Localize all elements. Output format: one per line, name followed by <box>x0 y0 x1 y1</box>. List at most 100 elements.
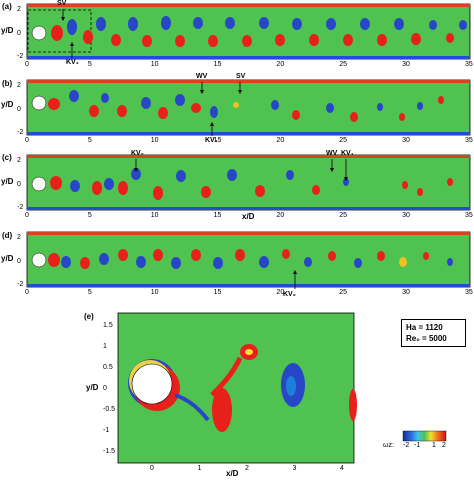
strip-xtick: 5 <box>87 61 92 68</box>
annot-b-wv: WV <box>196 73 208 80</box>
strip-xtick: 15 <box>213 61 222 68</box>
vortB-vortex <box>210 106 218 118</box>
param-ha: Ha = 1120 <box>406 323 443 332</box>
panel-e-ytick: -1 <box>103 427 110 434</box>
panel-e-label: (e) <box>84 312 94 321</box>
panel-a-label: (a) <box>2 2 12 11</box>
vortB-vortex <box>48 98 60 110</box>
vortA-vortex <box>225 17 235 29</box>
strip-xtick: 20 <box>276 212 285 219</box>
strip-xtick: 30 <box>402 289 410 296</box>
vortC-vortex <box>343 178 349 186</box>
panel-e-cylinder <box>131 363 173 405</box>
vortD-vortex <box>48 253 60 267</box>
vortB-vortex <box>175 94 185 106</box>
vortA-vortex <box>142 35 152 47</box>
vortB-vortex <box>438 96 444 104</box>
strip-xtick: 0 <box>25 137 29 144</box>
panel-e-xtick: 4 <box>340 465 344 472</box>
strip-xtick: 0 <box>25 212 29 219</box>
panel-d-ylabel: y/D <box>1 254 14 263</box>
panel-b-ylabel: y/D <box>1 100 14 109</box>
vortA-vortex <box>259 17 269 29</box>
vortD-vortex <box>99 253 109 265</box>
vortD-vortex <box>153 249 163 261</box>
panel-a-zoom-box <box>27 9 92 53</box>
vortB-vortex <box>326 103 334 113</box>
panel-c-field <box>26 154 471 211</box>
vortA-vortex <box>96 17 106 31</box>
vortD-vortex <box>423 252 429 260</box>
annot-b-kv1: KV₁ <box>205 137 218 144</box>
vortA-vortex <box>275 34 285 46</box>
vortD-vortex <box>171 257 181 269</box>
vortB-vortex <box>399 113 405 121</box>
vortB-vortex <box>89 105 99 117</box>
strip-xtick: 20 <box>276 61 285 68</box>
vortC-vortex <box>176 170 186 182</box>
panel-e-xtick: 3 <box>292 465 297 472</box>
vortC-vortex <box>50 176 62 190</box>
vortC-vortex <box>70 180 80 192</box>
vortC-vortex <box>227 169 237 181</box>
vortD-vortex <box>377 251 385 261</box>
vortB-vortex <box>271 100 279 110</box>
panel-a-ylabel: y/D <box>1 26 14 35</box>
vortA-vortex <box>208 35 218 47</box>
strip-xtick: 35 <box>465 289 473 296</box>
strip-xtick: 10 <box>150 137 159 144</box>
panel-b <box>26 79 471 136</box>
vortA-vortex <box>67 19 77 35</box>
panel-a <box>26 3 471 60</box>
colorbar-tick: 1 <box>432 442 436 449</box>
panel-e <box>117 312 357 464</box>
vortA-vortex <box>111 34 121 46</box>
vortA-vortex <box>446 33 454 43</box>
vortA-vortex <box>394 18 404 30</box>
annot-d-kv2: KV₂ <box>283 291 296 298</box>
vortA-vortex <box>161 16 171 30</box>
vortD-vortex <box>328 251 336 261</box>
vortD-vortex <box>213 257 223 269</box>
strip-ytick: -2 <box>17 129 24 136</box>
vortC-vortex <box>312 185 320 195</box>
panel-b-label: (b) <box>2 79 13 88</box>
vortC-vortex <box>118 181 128 195</box>
vortB-vortex <box>292 110 300 120</box>
strip-xtick: 30 <box>402 137 410 144</box>
panel-e-ytick: 1.5 <box>103 322 113 329</box>
vortA-vortex <box>83 30 93 44</box>
vortA-vortex <box>459 20 467 30</box>
strip-xtick: 35 <box>465 212 473 219</box>
vortA-vortex <box>429 20 437 30</box>
vortA-vortex <box>411 33 421 45</box>
vortA-vortex <box>193 17 203 29</box>
colorbar <box>402 430 447 442</box>
vortC-vortex <box>402 181 408 189</box>
vortD-vortex <box>61 256 71 268</box>
strip-xtick: 20 <box>276 137 285 144</box>
vortD-vortex <box>304 257 312 267</box>
panel-e-xtick: 0 <box>150 465 154 472</box>
strip-xtick: 30 <box>402 212 410 219</box>
vortB-vortex <box>417 102 423 110</box>
vortB-vortex <box>141 97 151 109</box>
strip-ytick: 0 <box>17 105 21 113</box>
param-re: Re₀ = 5000 <box>406 334 447 343</box>
annot-c-kv1: KV₁ <box>341 150 354 157</box>
panel-c-xlabel: x/D <box>242 212 255 221</box>
strip-ytick: 0 <box>17 180 21 188</box>
panel-e-xlabel: x/D <box>226 469 239 478</box>
panel-d-label: (d) <box>2 231 13 240</box>
panel-e-xtick: 1 <box>197 465 202 472</box>
vortB-vortex <box>377 103 383 111</box>
vortB-vortex <box>350 112 358 122</box>
strip-ytick: 2 <box>17 234 21 241</box>
annot-b-sv: SV <box>236 73 246 80</box>
strip-xtick: 25 <box>339 212 348 219</box>
strip-ytick: 2 <box>17 82 21 89</box>
annot-c-wv: WV <box>326 150 338 157</box>
strip-ytick: 0 <box>17 29 21 37</box>
colorbar-tick: 2 <box>442 442 446 449</box>
strip-ytick: 0 <box>17 257 21 265</box>
